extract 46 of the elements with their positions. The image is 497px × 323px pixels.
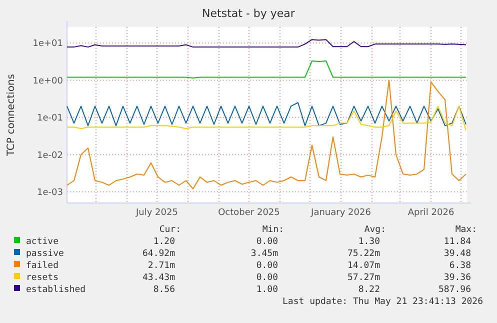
y-tick-label: 1e+00: [32, 76, 64, 86]
legend-label: established: [26, 285, 86, 295]
text: 1.30: [358, 237, 380, 247]
y-axis-title: TCP connections: [6, 74, 17, 158]
legend-label: failed: [26, 261, 59, 271]
y-tick-label: 1e+01: [32, 39, 63, 50]
text: 57.27m: [347, 273, 380, 283]
text: 39.36: [444, 273, 471, 283]
text: 8.56: [153, 285, 175, 295]
text: 0.00: [256, 261, 278, 271]
legend-label: resets: [26, 273, 59, 283]
text: 0.00: [256, 273, 278, 283]
text: 587.96: [438, 285, 471, 295]
x-tick-label: July 2025: [135, 208, 178, 218]
y-tick-label: 1e-03: [37, 188, 63, 198]
x-tick-label: April 2026: [408, 208, 454, 218]
text: 64.92m: [142, 249, 175, 259]
text: 6.38: [449, 261, 471, 271]
chart-title: Netstat - by year: [202, 7, 296, 20]
text: Max:: [455, 225, 477, 235]
text: Cur:: [159, 225, 181, 235]
legend-label: active: [26, 237, 59, 247]
text: 11.84: [444, 237, 471, 247]
text: 2.71m: [148, 261, 175, 271]
y-tick-label: 1e-02: [37, 150, 63, 161]
line-series: [66, 39, 466, 48]
text: Last update: Thu May 21 23:41:13 2026: [282, 297, 483, 307]
line-series: [66, 60, 466, 78]
text: 43.43m: [142, 273, 175, 283]
text: Avg:: [364, 225, 386, 235]
text: 39.48: [444, 249, 471, 259]
text: 75.22m: [347, 249, 380, 259]
text: 8.22: [358, 285, 380, 295]
text: 1.00: [256, 285, 278, 295]
y-tick-label: 1e-01: [37, 114, 63, 124]
text: 3.45m: [250, 249, 278, 259]
line-series: [66, 106, 466, 131]
line-series: [66, 102, 466, 126]
line-series: [66, 80, 466, 190]
text: 1.20: [153, 237, 175, 247]
text: 0.00: [256, 237, 278, 247]
legend-label: passive: [26, 249, 64, 259]
text: 14.07m: [347, 261, 380, 271]
x-tick-label: January 2026: [310, 208, 372, 218]
x-tick-label: October 2025: [218, 208, 280, 218]
text: Min:: [262, 225, 284, 235]
